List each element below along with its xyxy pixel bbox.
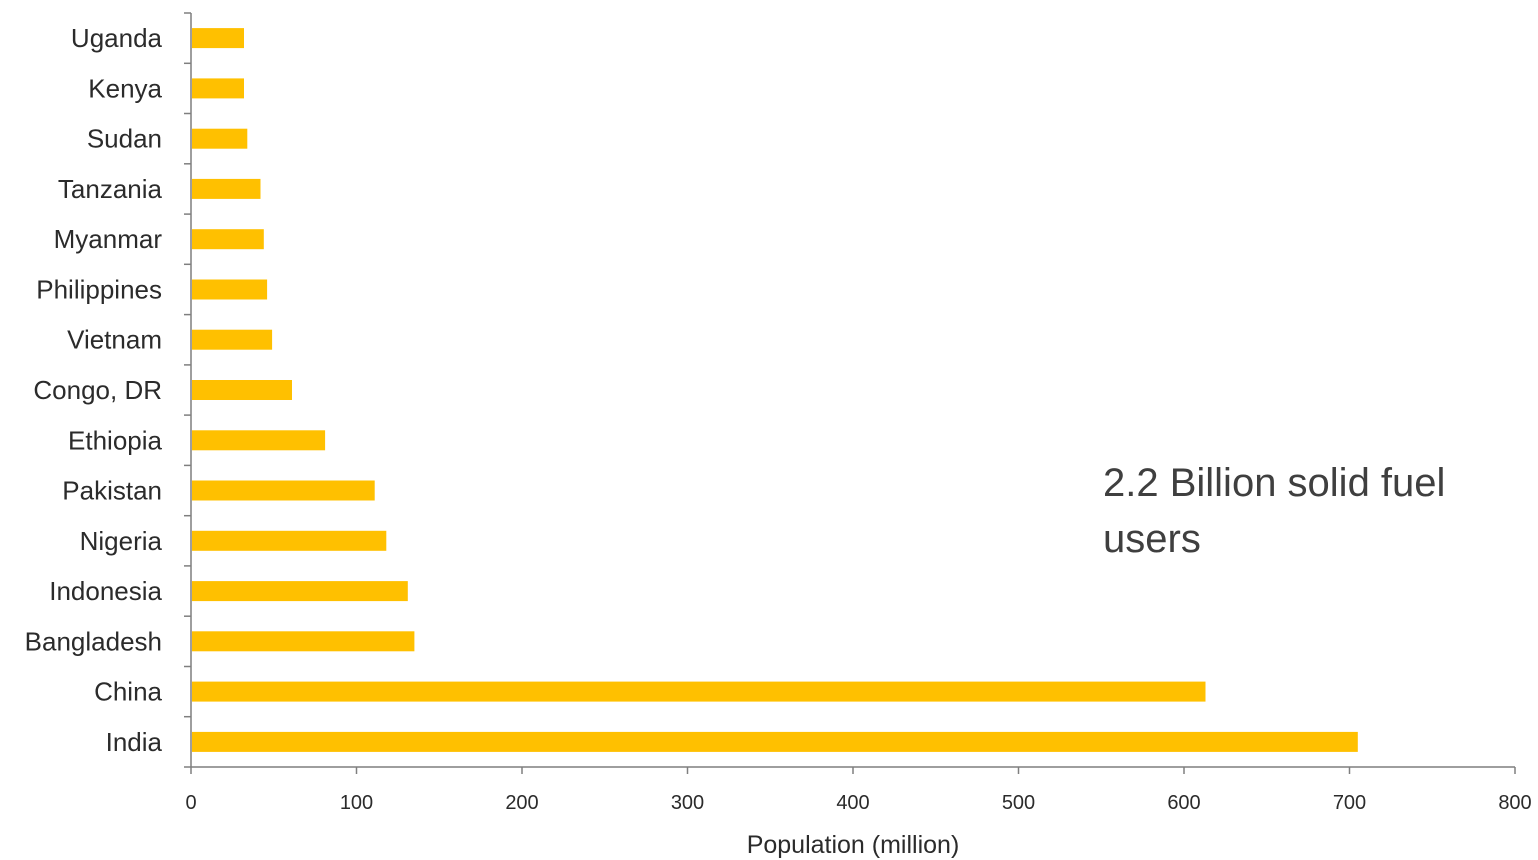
category-label-vietnam: Vietnam bbox=[67, 325, 162, 355]
bar-sudan bbox=[192, 128, 248, 149]
x-axis-title: Population (million) bbox=[747, 831, 960, 859]
category-label-ethiopia: Ethiopia bbox=[68, 425, 162, 455]
bar-uganda bbox=[192, 28, 244, 49]
category-label-kenya: Kenya bbox=[88, 73, 162, 103]
bar-ethiopia bbox=[192, 430, 326, 451]
bar-india bbox=[192, 731, 1358, 752]
x-tick-label-700: 700 bbox=[1333, 792, 1366, 814]
bar-kenya bbox=[192, 78, 244, 99]
x-tick-label-300: 300 bbox=[671, 792, 704, 814]
bar-pakistan bbox=[192, 480, 375, 501]
category-label-myanmar: Myanmar bbox=[54, 224, 163, 254]
bar-philippines bbox=[192, 279, 268, 300]
x-tick-label-600: 600 bbox=[1167, 792, 1200, 814]
bar-congo-dr bbox=[192, 380, 292, 400]
category-label-pakistan: Pakistan bbox=[62, 476, 162, 506]
category-label-tanzania: Tanzania bbox=[58, 174, 163, 204]
x-tick-label-400: 400 bbox=[836, 792, 869, 814]
x-tick-label-100: 100 bbox=[340, 792, 373, 814]
category-label-nigeria: Nigeria bbox=[80, 526, 163, 556]
category-label-bangladesh: Bangladesh bbox=[25, 626, 162, 656]
category-label-philippines: Philippines bbox=[36, 275, 162, 305]
x-tick-label-800: 800 bbox=[1498, 792, 1531, 814]
total-users-annotation: 2.2 Billion solid fuel users bbox=[1103, 461, 1446, 561]
category-label-indonesia: Indonesia bbox=[49, 576, 162, 606]
category-label-uganda: Uganda bbox=[71, 23, 163, 53]
x-tick-label-0: 0 bbox=[185, 792, 196, 814]
bar-vietnam bbox=[192, 329, 273, 350]
x-tick-label-200: 200 bbox=[505, 792, 538, 814]
x-tick-label-500: 500 bbox=[1002, 792, 1035, 814]
bar-tanzania bbox=[192, 178, 261, 199]
bar-bangladesh bbox=[192, 631, 415, 652]
bar-indonesia bbox=[192, 581, 408, 602]
category-label-india: India bbox=[106, 727, 163, 757]
bar-china bbox=[192, 681, 1206, 702]
category-label-sudan: Sudan bbox=[87, 124, 162, 154]
category-label-congo-dr: Congo, DR bbox=[33, 375, 162, 405]
bar-myanmar bbox=[192, 229, 264, 250]
bar-nigeria bbox=[192, 530, 387, 551]
category-label-china: China bbox=[94, 677, 162, 707]
